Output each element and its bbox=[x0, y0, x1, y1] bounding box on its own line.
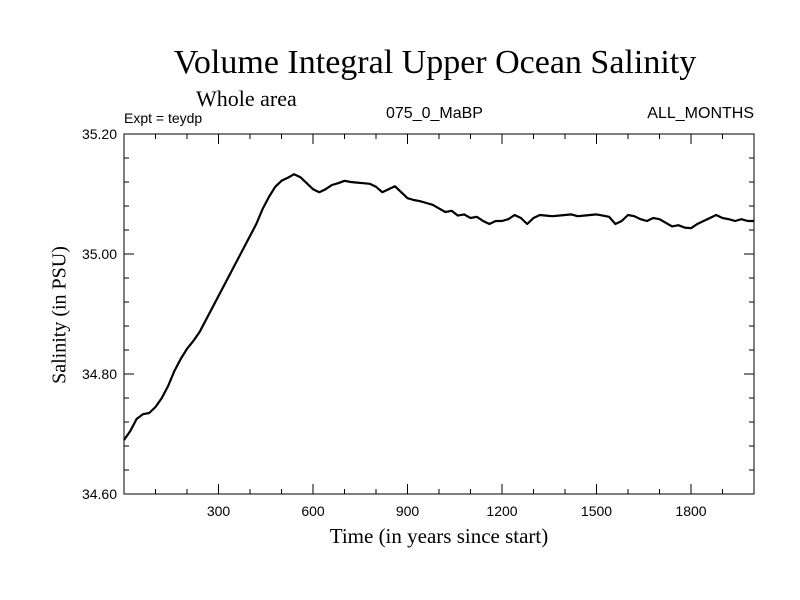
axis-tick-labels: 300 600 900 1200 1500 1800 34.60 34.80 35.00 35.2… bbox=[82, 126, 707, 519]
x-tick-label: 1800 bbox=[675, 503, 706, 519]
experiment-label: Expt = teydp bbox=[124, 110, 203, 126]
x-tick-label: 1200 bbox=[486, 503, 517, 519]
y-tick-label: 35.20 bbox=[82, 126, 117, 142]
chart-title: Volume Integral Upper Ocean Salinity bbox=[173, 44, 697, 81]
months-label: ALL_MONTHS bbox=[647, 105, 754, 122]
axis-ticks bbox=[124, 134, 754, 494]
salinity-series-line bbox=[123, 173, 754, 441]
x-tick-label: 900 bbox=[396, 503, 420, 519]
period-label: 075_0_MaBP bbox=[386, 105, 483, 122]
plot-area-frame bbox=[123, 133, 755, 495]
x-axis-label: Time (in years since start) bbox=[329, 524, 549, 548]
y-tick-label: 35.00 bbox=[82, 246, 117, 262]
chart-subtitle: Whole area bbox=[196, 86, 297, 111]
x-tick-label: 1500 bbox=[581, 503, 612, 519]
x-tick-label: 300 bbox=[207, 503, 231, 519]
y-tick-label: 34.60 bbox=[82, 486, 117, 502]
y-tick-label: 34.80 bbox=[82, 366, 117, 382]
x-tick-label: 600 bbox=[301, 503, 325, 519]
